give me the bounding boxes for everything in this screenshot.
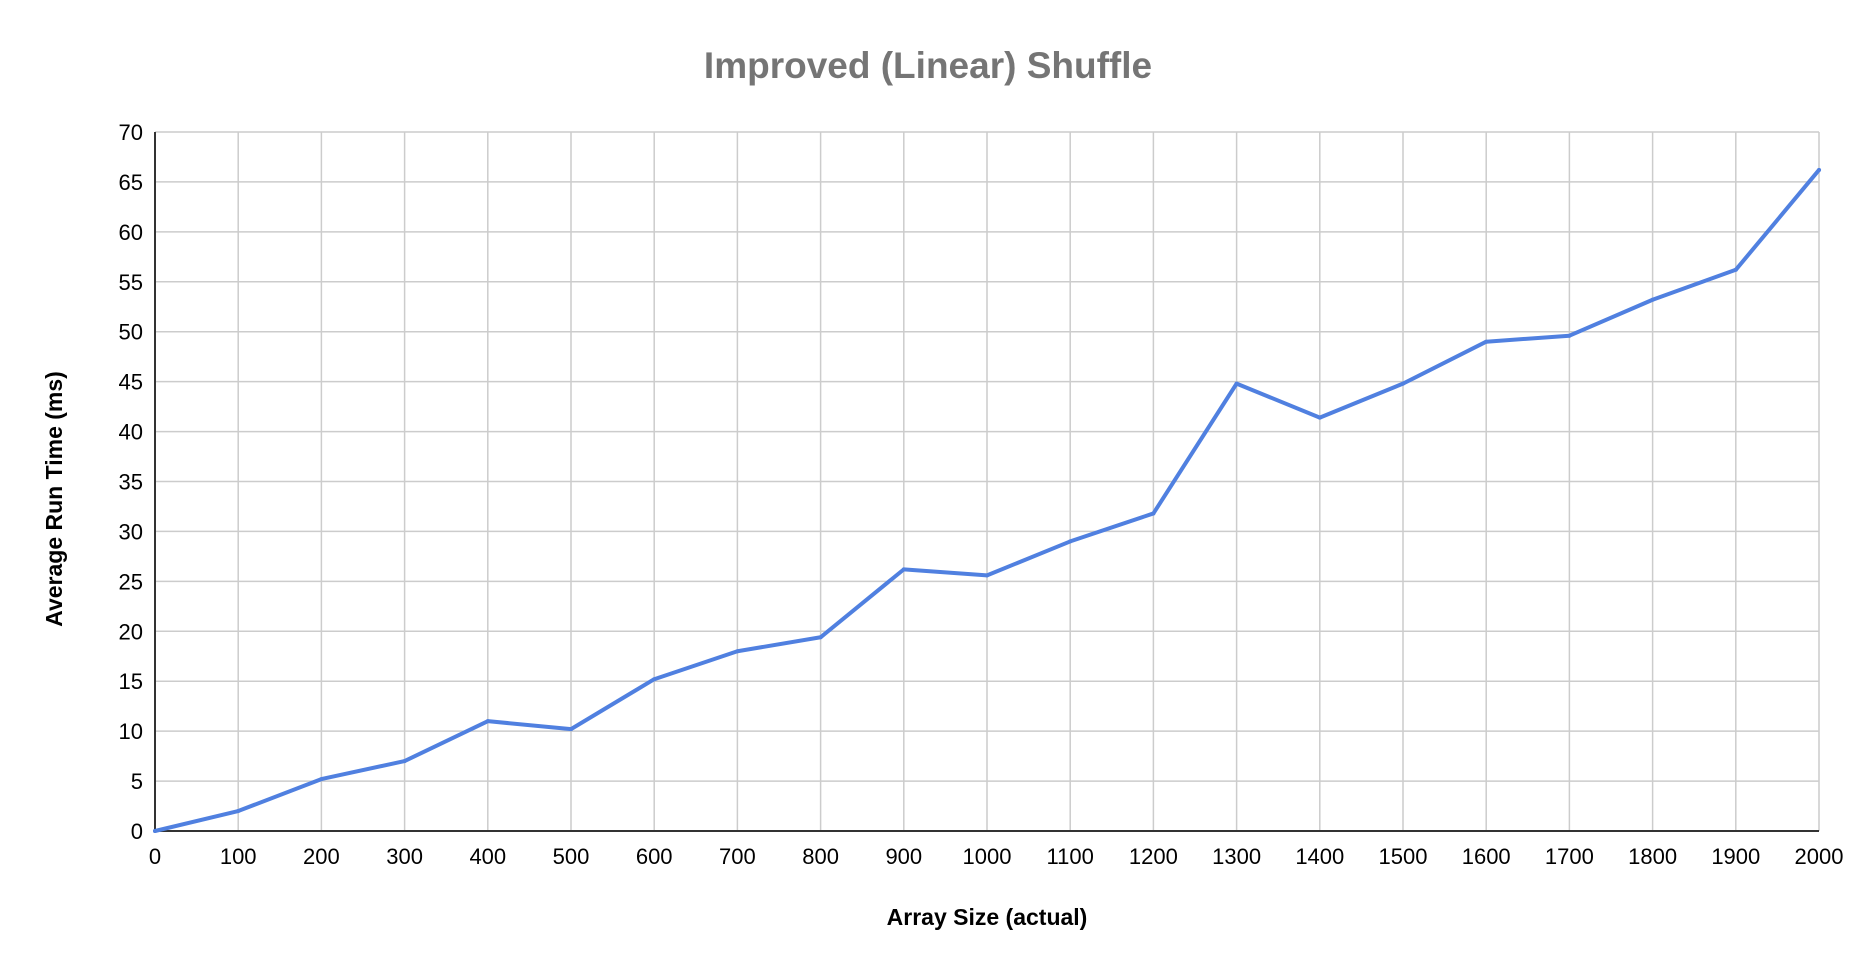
y-tick-label: 20 [119,619,143,644]
y-tick-label: 10 [119,719,143,744]
x-tick-label: 200 [303,844,340,869]
x-tick-label: 2000 [1795,844,1844,869]
y-tick-label: 15 [119,669,143,694]
x-tick-label: 1400 [1295,844,1344,869]
data-point [236,809,241,814]
y-axis-tick-labels: 0 5 10 15 20 25 30 35 40 45 50 55 60 65 70 [119,120,143,844]
x-tick-label: 1600 [1462,844,1511,869]
data-point [818,635,823,640]
x-tick-label: 1100 [1047,844,1094,869]
x-tick-label: 0 [149,844,161,869]
x-tick-label: 300 [386,844,423,869]
x-tick-label: 1800 [1628,844,1677,869]
data-point [1484,339,1489,344]
data-point [153,829,157,833]
y-axis-title: Average Run Time (ms) [41,371,67,627]
y-tick-label: 70 [119,120,143,145]
y-tick-label: 50 [119,320,143,345]
data-point [319,777,324,782]
data-point [652,677,657,682]
data-point [485,719,490,724]
axes [154,132,1819,832]
y-tick-label: 0 [131,819,143,844]
data-point [1234,381,1239,386]
chart-title: Improved (Linear) Shuffle [704,45,1152,86]
data-point [1151,511,1156,516]
data-point [1733,267,1738,272]
data-point [1650,297,1655,302]
y-tick-label: 55 [119,270,143,295]
x-axis-tick-labels: 0 100 200 300 400 500 600 700 800 900 1000 1100 1200… [149,844,1844,869]
x-axis-title: Array Size (actual) [887,904,1088,930]
x-tick-label: 100 [220,844,257,869]
data-point [1068,539,1073,544]
data-point [1401,381,1405,386]
y-tick-label: 60 [119,220,143,245]
data-point [569,727,573,732]
grid-lines [155,131,1820,831]
data-point [402,759,407,764]
data-point [1817,167,1821,172]
data-point [985,573,989,578]
y-tick-label: 35 [119,470,143,495]
x-tick-label: 1500 [1379,844,1428,869]
x-tick-label: 800 [802,844,839,869]
y-tick-label: 40 [119,420,143,445]
x-tick-label: 900 [885,844,922,869]
x-tick-label: 1200 [1129,844,1178,869]
y-tick-label: 5 [131,769,143,794]
y-tick-label: 25 [119,569,143,594]
data-point [1567,333,1572,338]
x-tick-label: 1300 [1212,844,1261,869]
data-series [153,167,1821,833]
data-point [1317,415,1322,420]
y-tick-label: 30 [119,519,143,544]
x-tick-label: 400 [469,844,506,869]
x-tick-label: 700 [719,844,756,869]
data-point [735,649,740,654]
data-point [901,567,906,572]
y-tick-label: 45 [119,370,143,395]
x-tick-label: 1900 [1711,844,1760,869]
x-tick-label: 1000 [963,844,1012,869]
y-tick-label: 65 [119,170,143,195]
x-tick-label: 1700 [1545,844,1594,869]
x-tick-label: 500 [553,844,590,869]
x-tick-label: 600 [636,844,673,869]
